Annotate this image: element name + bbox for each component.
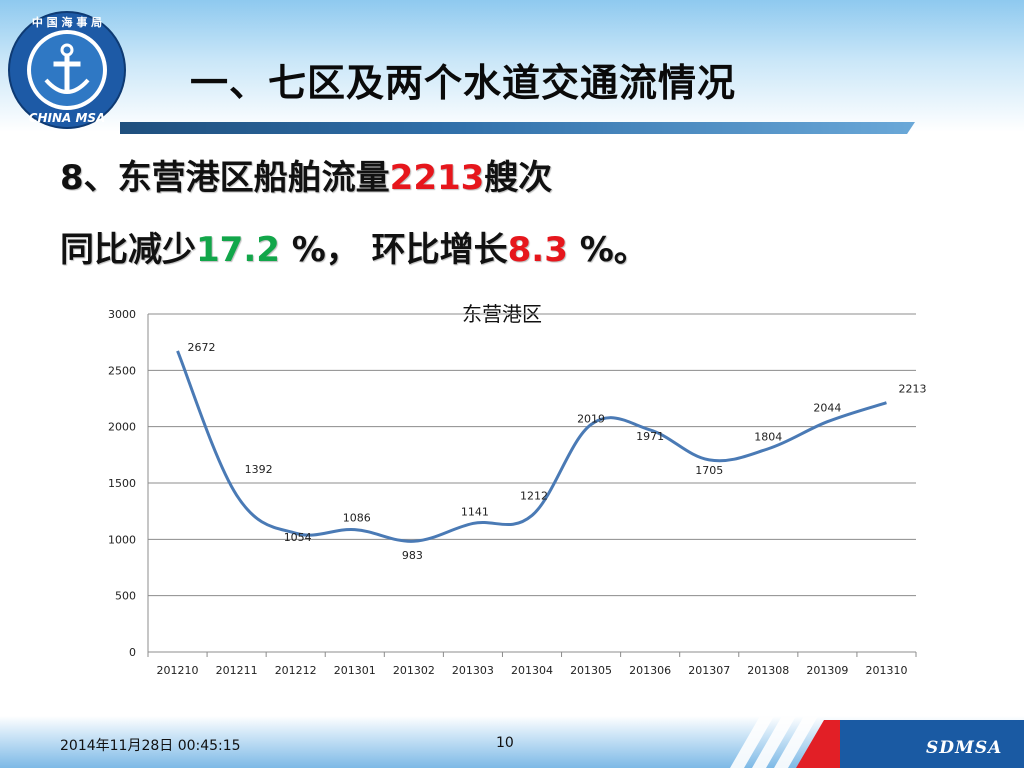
page-title: 一、七区及两个水道交通流情况 (190, 61, 737, 105)
x-tick-label: 201307 (688, 664, 730, 677)
data-label: 1804 (754, 431, 782, 444)
line2-suffix: %。 (567, 230, 648, 270)
summary-line-2: 同比减少17.2 %， 环比增长8.3 %。 (60, 222, 648, 271)
x-tick-label: 201304 (511, 664, 553, 677)
y-tick-label: 2000 (108, 421, 136, 434)
y-tick-label: 1500 (108, 477, 136, 490)
data-label: 2019 (577, 413, 605, 426)
data-label: 1086 (343, 512, 371, 525)
footer-brand: SDMSA (926, 738, 1003, 758)
line1-prefix: 8、东营港区船舶流量 (60, 158, 390, 198)
data-label: 1212 (520, 489, 548, 502)
data-label: 1392 (245, 463, 273, 476)
x-tick-label: 201309 (806, 664, 848, 677)
data-label: 1054 (284, 531, 312, 544)
x-tick-label: 201212 (275, 664, 317, 677)
header-band (0, 0, 1024, 132)
x-tick-label: 201306 (629, 664, 671, 677)
x-tick-label: 201308 (747, 664, 789, 677)
title-underline-bar (120, 122, 915, 134)
footer-datetime: 2014年11月28日 00:45:15 (60, 738, 241, 754)
logo-top-text: 中 国 海 事 局 (32, 15, 102, 29)
line1-value: 2213 (389, 158, 485, 198)
line2-mid: %， 环比增长 (279, 230, 508, 270)
y-tick-label: 500 (115, 590, 136, 603)
data-label: 1971 (636, 430, 664, 443)
line2-yoy-value: 17.2 (196, 230, 280, 270)
x-tick-label: 201301 (334, 664, 376, 677)
data-label: 2044 (813, 402, 841, 415)
summary-line-1: 8、东营港区船舶流量2213艘次 (60, 150, 552, 199)
series-line (176, 350, 887, 543)
y-tick-label: 0 (129, 646, 136, 659)
line-chart: 0 500 1000 1500 2000 2500 3000 201210 201211 2012… (108, 308, 926, 677)
line1-suffix: 艘次 (484, 158, 553, 198)
y-tick-label: 1000 (108, 533, 136, 546)
logo-bottom-text: CHINA MSA (29, 111, 106, 125)
data-label: 1705 (695, 464, 723, 477)
x-tick-label: 201211 (216, 664, 258, 677)
line2-mom-value: 8.3 (507, 230, 568, 270)
data-label: 2672 (188, 341, 216, 354)
line2-prefix: 同比减少 (60, 230, 196, 270)
x-tick-label: 201210 (157, 664, 199, 677)
x-tick-label: 201302 (393, 664, 435, 677)
page-number: 10 (496, 735, 514, 751)
data-label: 983 (402, 549, 423, 562)
data-label: 1141 (461, 505, 489, 518)
footer-stripes-decoration (730, 716, 840, 768)
china-msa-logo: 中 国 海 事 局 CHINA MSA (8, 11, 126, 129)
x-tick-label: 201310 (865, 664, 907, 677)
y-tick-label: 3000 (108, 308, 136, 321)
y-tick-label: 2500 (108, 364, 136, 377)
footer-brand-panel (840, 720, 1024, 768)
data-label: 2213 (898, 383, 926, 396)
x-tick-label: 201303 (452, 664, 494, 677)
x-tick-label: 201305 (570, 664, 612, 677)
